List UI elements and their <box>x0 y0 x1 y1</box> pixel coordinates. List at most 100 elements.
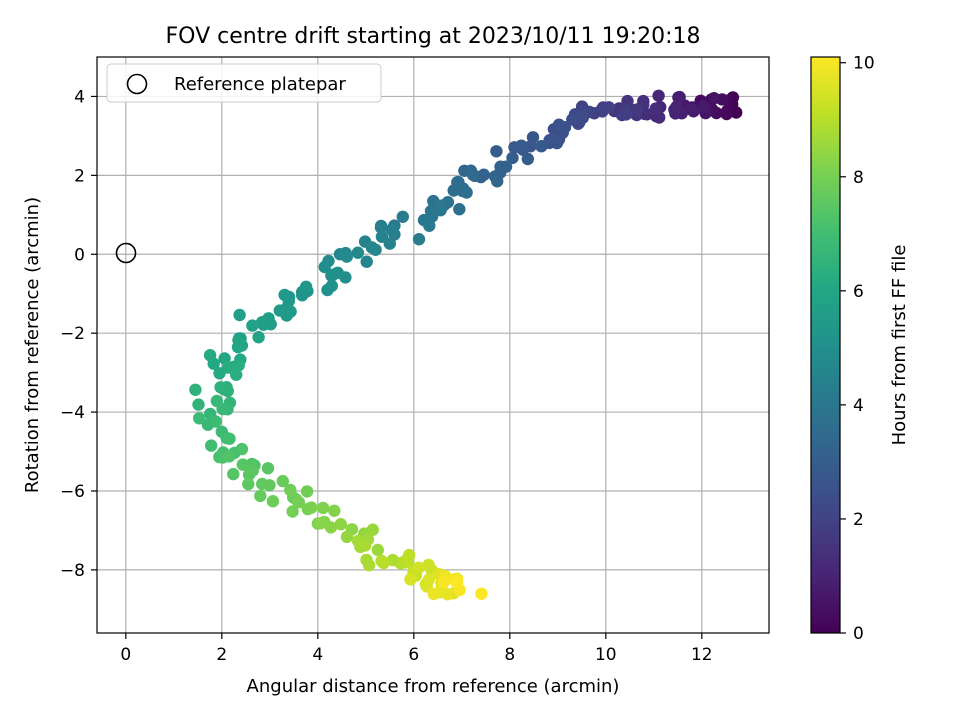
scatter-point <box>456 184 469 198</box>
scatter-point <box>300 485 314 498</box>
scatter-point <box>360 255 373 268</box>
scatter-point <box>450 576 464 589</box>
scatter-point <box>273 304 286 317</box>
scatter-point <box>576 109 589 122</box>
scatter-point <box>412 561 425 574</box>
scatter-point <box>255 316 269 329</box>
x-tick-label: 0 <box>120 645 131 665</box>
y-tick-label: 0 <box>74 245 85 265</box>
scatter-point <box>276 474 289 488</box>
x-tick-label: 4 <box>312 645 323 665</box>
scatter-point <box>205 439 218 452</box>
scatter-point <box>396 210 409 223</box>
scatter-point <box>266 495 280 508</box>
scatter-point <box>203 349 217 362</box>
scatter-point <box>720 107 733 121</box>
scatter-point <box>227 467 240 481</box>
chart-title: FOV centre drift starting at 2023/10/11 … <box>166 24 701 49</box>
scatter-point <box>552 118 566 131</box>
plot-frame <box>96 56 770 634</box>
colorbar-label: Hours from first FF file <box>889 245 910 446</box>
y-axis-ticks: −8 −6 −4 −2 0 2 4 <box>60 87 97 581</box>
scatter-point <box>236 458 249 471</box>
scatter-point <box>433 199 447 212</box>
x-axis-label: Angular distance from reference (arcmin) <box>247 676 620 697</box>
scatter-point <box>404 573 417 586</box>
scatter-point <box>189 383 202 396</box>
legend-box <box>106 63 382 103</box>
scatter-point <box>649 102 662 115</box>
scatter-point <box>321 283 334 297</box>
scatter-point <box>566 113 579 126</box>
colorbar-tick-label: 8 <box>853 168 864 188</box>
scatter-point <box>340 530 354 544</box>
scatter-point <box>453 203 466 216</box>
scatter-point <box>216 402 229 416</box>
reference-point-marker <box>115 242 137 264</box>
scatter-point <box>619 108 633 121</box>
scatter-point <box>596 105 609 118</box>
scatter-point <box>707 92 721 105</box>
scatter-point <box>535 140 548 153</box>
legend: Reference platepar <box>106 63 382 103</box>
scatter-point <box>422 573 435 586</box>
colorbar-tick-label: 6 <box>853 282 864 302</box>
scatter-point <box>316 501 330 515</box>
scatter-point <box>447 184 460 197</box>
x-tick-label: 10 <box>595 645 617 665</box>
scatter-point <box>282 294 295 308</box>
x-tick-label: 8 <box>504 645 515 665</box>
scatter-point <box>221 361 235 374</box>
scatter-point <box>366 523 379 536</box>
scatter-point <box>668 103 681 117</box>
scatter-point <box>242 477 255 491</box>
scatter-point <box>437 575 450 589</box>
scatter-point <box>223 450 236 463</box>
y-tick-label: 2 <box>74 166 85 186</box>
scatter-point <box>318 260 331 274</box>
grid-lines <box>97 57 769 633</box>
y-axis-label: Rotation from reference (arcmin) <box>22 197 43 493</box>
scatter-point <box>422 558 435 572</box>
scatter-point <box>490 145 503 158</box>
scatter-point <box>423 219 436 232</box>
scatter-point <box>246 464 259 477</box>
scatter-point <box>324 521 338 534</box>
scatter-point <box>515 139 528 152</box>
scatter-point <box>427 587 440 601</box>
scatter-point <box>506 151 519 165</box>
scatter-point <box>233 308 246 322</box>
scatter-point <box>252 331 265 344</box>
scatter-point <box>254 489 267 503</box>
y-tick-label: −4 <box>60 403 85 423</box>
scatter-point <box>209 415 222 428</box>
scatter-point <box>292 496 306 509</box>
scatter-point <box>403 548 416 562</box>
scatter-point <box>334 518 347 531</box>
scatter-point <box>263 479 276 492</box>
scatter-point <box>374 221 388 234</box>
colorbar-tick-label: 4 <box>853 396 864 416</box>
scatter-point <box>385 223 398 236</box>
y-tick-label: 4 <box>74 87 85 107</box>
scatter-point <box>284 483 297 497</box>
x-tick-label: 12 <box>691 645 713 665</box>
x-tick-label: 2 <box>216 645 227 665</box>
scatter-point <box>375 230 389 243</box>
legend-label: Reference platepar <box>174 74 346 95</box>
scatter-point <box>697 100 710 113</box>
scatter-point <box>358 539 372 552</box>
scatter-point <box>286 505 299 518</box>
scatter-point <box>652 89 665 103</box>
scatter-point <box>362 559 376 572</box>
scatter-point <box>466 168 480 182</box>
scatter-point <box>475 587 488 600</box>
scatter-point <box>630 103 644 116</box>
y-tick-label: −6 <box>60 482 85 502</box>
y-tick-label: −2 <box>60 324 85 344</box>
scatter-point <box>261 462 275 475</box>
scatter-point <box>672 91 685 104</box>
scatter-point <box>340 250 353 263</box>
colorbar-tick-label: 0 <box>853 624 864 644</box>
